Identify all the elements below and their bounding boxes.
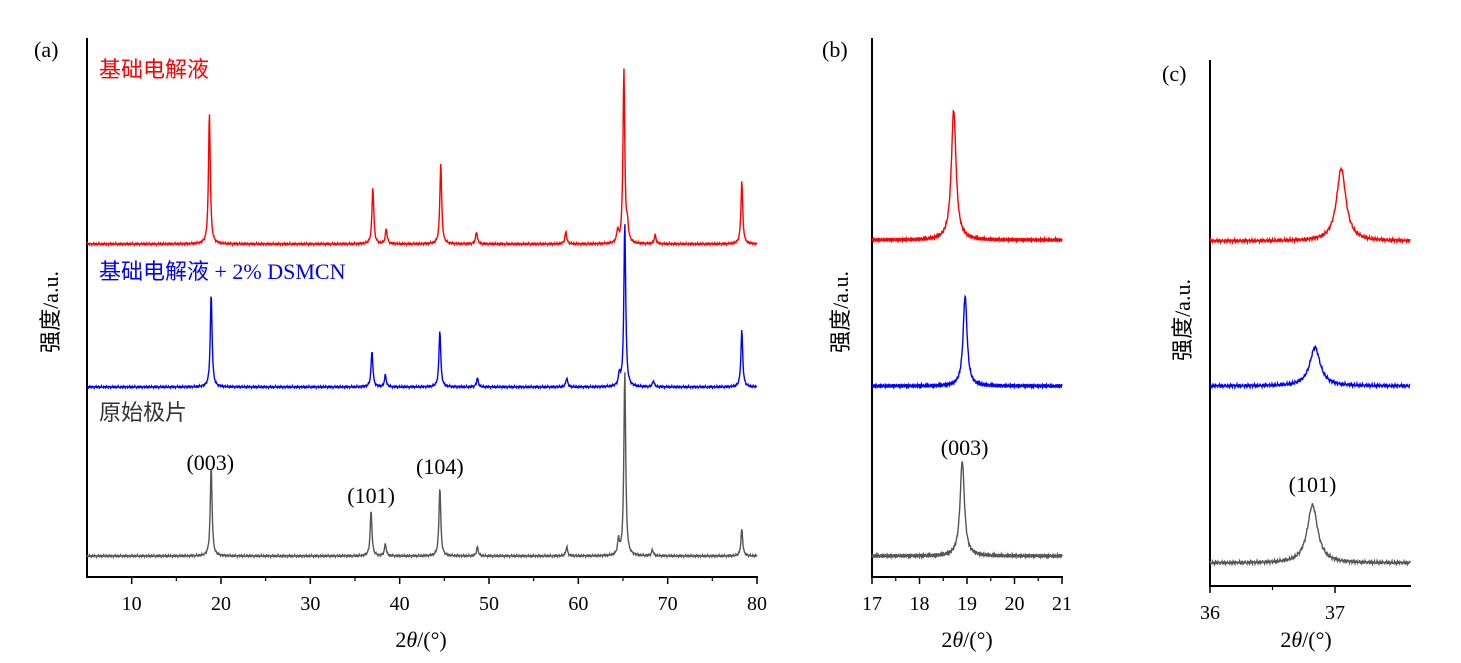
peak-annotation-a-104: (104) <box>416 454 464 479</box>
series-line-pristine-c <box>1209 503 1411 567</box>
panel-label-c: (c) <box>1162 61 1186 86</box>
series-line-baseline-b <box>871 109 1063 244</box>
x-tick-label-b-21: 21 <box>1052 593 1072 615</box>
series-line-pristine-a <box>86 372 758 560</box>
series-line-dsmcn-c <box>1209 344 1411 391</box>
x-tick-label-c-37: 37 <box>1325 602 1345 624</box>
x-axis-label-c: 2θ/(°) <box>1280 627 1331 652</box>
ticks-layer-b: 17 18 19 20 21 <box>862 577 1072 615</box>
x-tick-label-c-36: 36 <box>1200 602 1220 624</box>
y-axis-label-b: 强度/a.u. <box>828 271 853 353</box>
x-tick-label-b-18: 18 <box>910 593 930 615</box>
x-tick-label-b-20: 20 <box>1005 593 1025 615</box>
x-tick-label-a-20: 20 <box>211 593 231 615</box>
series-line-dsmcn-b <box>871 294 1063 391</box>
panel-b: (b) 强度/a.u. 17 18 19 20 21 (003) 2θ/(°) <box>822 37 1072 652</box>
series-line-baseline-c <box>1209 166 1411 246</box>
series-line-pristine-b <box>871 461 1063 561</box>
x-tick-label-a-50: 50 <box>479 593 499 615</box>
annotations-layer-c: (101) <box>1289 472 1337 497</box>
series-layer-c <box>1209 166 1411 567</box>
peak-annotation-a-101: (101) <box>347 483 395 508</box>
peak-annotation-b-003: (003) <box>941 435 989 460</box>
y-axis-label-a: 强度/a.u. <box>38 271 63 353</box>
x-tick-label-a-70: 70 <box>658 593 678 615</box>
ticks-layer-a: 10 20 30 40 50 60 70 80 <box>122 577 767 615</box>
y-axis-label-c: 强度/a.u. <box>1170 279 1195 361</box>
x-tick-label-a-40: 40 <box>390 593 410 615</box>
panel-a: (a) 强度/a.u. 10 20 30 40 50 60 70 80 (003)(101)(… <box>34 37 767 652</box>
series-label-pristine: 原始极片 <box>99 400 187 425</box>
x-tick-label-b-17: 17 <box>862 593 882 615</box>
series-line-baseline-a <box>86 68 758 248</box>
x-tick-label-a-60: 60 <box>568 593 588 615</box>
series-layer-b <box>871 109 1063 561</box>
ticks-layer-c: 36 37 <box>1200 586 1345 624</box>
series-label-dsmcn: 基础电解液 + 2% DSMCN <box>99 259 346 284</box>
annotations-layer-a: (003) (101) (104) <box>186 450 463 508</box>
annotations-layer-b: (003) <box>941 435 989 460</box>
x-tick-label-a-30: 30 <box>300 593 320 615</box>
series-layer-a <box>86 68 758 560</box>
peak-annotation-c-101: (101) <box>1289 472 1337 497</box>
x-tick-label-b-19: 19 <box>957 593 977 615</box>
x-tick-label-a-80: 80 <box>747 593 767 615</box>
x-axis-label-a: 2θ/(°) <box>395 627 446 652</box>
panel-label-a: (a) <box>34 37 58 62</box>
panel-c: (c) 强度/a.u. 36 37 (101) 2θ/(°) <box>1162 60 1411 652</box>
peak-annotation-a-003: (003) <box>186 450 234 475</box>
x-axis-label-b: 2θ/(°) <box>941 627 992 652</box>
series-label-baseline: 基础电解液 <box>99 57 209 82</box>
series-line-dsmcn-a <box>86 224 758 391</box>
panel-label-b: (b) <box>822 37 848 62</box>
x-tick-label-a-10: 10 <box>122 593 142 615</box>
